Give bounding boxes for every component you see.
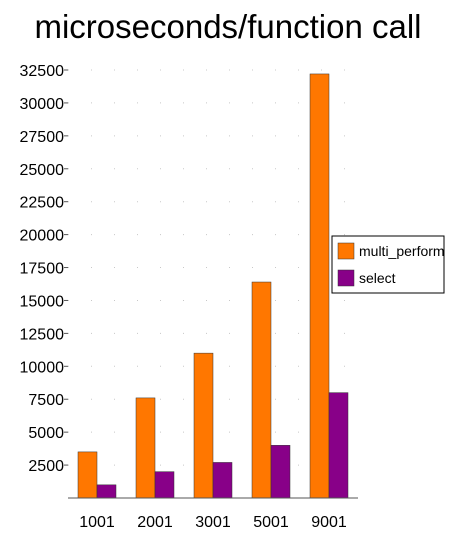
bar-multi-perform-9001 [309, 73, 330, 499]
legend-label-select: select [359, 270, 396, 286]
y-tick-label: 32500 [20, 63, 65, 80]
y-tick-label: 20000 [20, 228, 65, 245]
bar-multi-perform-1001 [77, 451, 98, 499]
x-tick-label: 2001 [137, 514, 173, 531]
x-tick-label: 9001 [311, 514, 347, 531]
y-tick-label: 22500 [20, 195, 65, 212]
y-tick-label: 30000 [20, 96, 65, 113]
legend-swatch-select [337, 269, 355, 287]
y-tick-labels: 2500 5000 7500 10000 12500 15000 17500 20000 225… [20, 63, 68, 475]
bar-select-1001 [96, 484, 117, 499]
bar-select-9001 [328, 392, 349, 499]
bar-multi-perform-5001 [251, 281, 272, 499]
x-tick-label: 5001 [253, 514, 289, 531]
y-tick-label: 15000 [20, 293, 65, 310]
legend-swatch-multi-perform [337, 242, 355, 260]
x-tick-label: 3001 [195, 514, 231, 531]
bar-select-3001 [212, 462, 233, 499]
legend-label-multi-perform: multi_perform [359, 243, 445, 259]
y-tick-label: 10000 [20, 359, 65, 376]
y-tick-label: 2500 [28, 458, 64, 475]
chart-title: microseconds/function call [34, 8, 421, 45]
x-tick-labels: 1001 2001 3001 5001 9001 [79, 514, 347, 531]
y-tick-label: 12500 [20, 326, 65, 343]
y-tick-label: 5000 [28, 425, 64, 442]
y-tick-label: 7500 [28, 392, 64, 409]
bar-select-2001 [154, 471, 175, 499]
bar-select-5001 [270, 445, 291, 499]
bar-multi-perform-3001 [193, 352, 214, 499]
y-tick-label: 17500 [20, 261, 65, 278]
bars [77, 73, 349, 499]
y-tick-label: 27500 [20, 129, 65, 146]
bar-multi-perform-2001 [135, 397, 156, 499]
y-tick-label: 25000 [20, 162, 65, 179]
x-tick-label: 1001 [79, 514, 115, 531]
